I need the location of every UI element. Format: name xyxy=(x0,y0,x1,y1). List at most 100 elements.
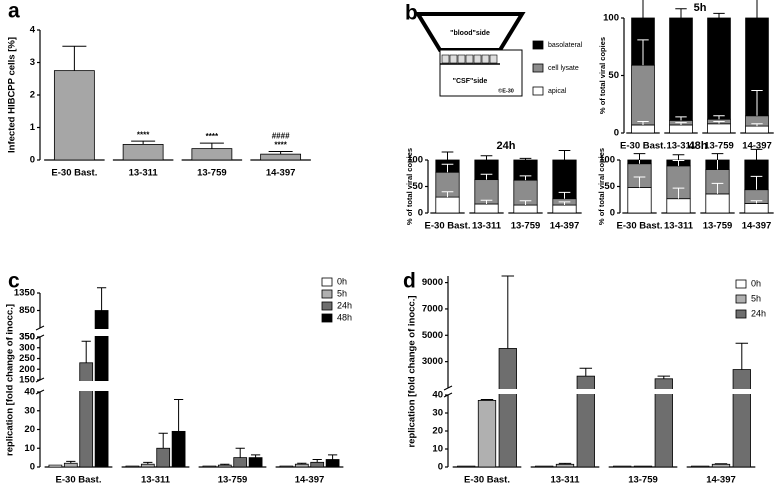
bar xyxy=(156,447,171,468)
axis-break xyxy=(449,389,761,394)
bar xyxy=(171,430,186,468)
error-bar xyxy=(675,122,687,125)
bar xyxy=(294,463,309,468)
y-tick-label: 100 xyxy=(603,13,619,24)
bar xyxy=(260,153,302,161)
error-bar xyxy=(519,200,532,206)
bar xyxy=(125,465,140,468)
significance-label: **** xyxy=(274,141,287,150)
error-bar xyxy=(220,463,230,466)
error-bar xyxy=(199,142,224,149)
y-tick-label: 5000 xyxy=(422,330,443,341)
bar xyxy=(279,465,294,468)
panel-label: d xyxy=(403,270,416,293)
x-tick-label: 14-397 xyxy=(550,221,580,232)
bar xyxy=(202,465,217,468)
x-tick-label: 13-311 xyxy=(550,475,580,486)
transwell-diagram: "blood"side "CSF"side ©E-30 xyxy=(414,12,526,97)
error-bar xyxy=(637,121,649,125)
axis-break-mark xyxy=(35,377,45,395)
legend-swatch xyxy=(532,63,544,73)
significance-label: **** xyxy=(206,132,219,141)
error-bar xyxy=(751,89,763,116)
legend-label: 48h xyxy=(337,312,352,322)
error-bar xyxy=(713,115,725,120)
error-bar xyxy=(714,463,728,465)
legend-label: 0h xyxy=(751,278,761,288)
axis-break xyxy=(41,329,349,336)
y-axis-label: % of total viral copies xyxy=(597,148,606,225)
bar xyxy=(613,465,632,468)
x-tick-label: 14-397 xyxy=(266,168,296,179)
bar xyxy=(310,461,325,468)
y-tick-label: 30 xyxy=(432,408,443,419)
bar-segment xyxy=(627,187,652,214)
bar xyxy=(711,463,731,468)
y-tick-label: 1 xyxy=(30,122,36,133)
legend-label: 24h xyxy=(337,300,352,310)
legend-swatch xyxy=(532,86,544,96)
chart-title: 24h xyxy=(497,140,516,152)
x-tick-label: 13-759 xyxy=(704,141,734,152)
error-bar xyxy=(441,191,454,198)
error-bar xyxy=(675,8,687,18)
error-bar xyxy=(519,157,532,160)
bar xyxy=(248,457,263,468)
y-tick-label: 300 xyxy=(19,342,35,353)
error-bar xyxy=(558,149,571,160)
x-tick-label: 13-311 xyxy=(472,221,502,232)
bar-segment xyxy=(744,203,769,214)
panel-label: b xyxy=(405,2,418,25)
x-tick-label: 14-397 xyxy=(295,475,325,486)
y-tick-label: 20 xyxy=(432,426,443,437)
bar xyxy=(498,348,517,468)
diagram-credit: ©E-30 xyxy=(498,87,514,94)
x-tick-label: 13-311 xyxy=(664,221,694,232)
x-tick-label: 14-397 xyxy=(742,221,772,232)
x-tick-label: E-30 Bast. xyxy=(51,168,97,179)
y-tick-label: 40 xyxy=(24,387,35,398)
bar xyxy=(140,463,155,468)
error-bar xyxy=(633,153,646,160)
y-tick-label: 10 xyxy=(24,443,35,454)
bar xyxy=(122,143,164,161)
bar xyxy=(48,464,63,468)
error-bar xyxy=(480,155,493,160)
y-tick-label: 200 xyxy=(19,364,35,375)
error-bar xyxy=(441,163,454,173)
error-bar xyxy=(672,160,685,166)
error-bar xyxy=(131,140,156,145)
bar xyxy=(325,459,340,468)
error-bar xyxy=(735,342,749,370)
x-tick-label: 13-759 xyxy=(703,221,733,232)
y-tick-label: 100 xyxy=(599,155,615,166)
bar xyxy=(555,463,575,468)
error-bar xyxy=(750,148,763,160)
error-bar xyxy=(143,461,153,465)
y-tick-label: 3000 xyxy=(422,356,443,367)
legend-swatch xyxy=(735,309,747,319)
bar xyxy=(53,70,95,161)
bar xyxy=(457,465,476,468)
error-bar xyxy=(750,175,763,190)
y-tick-label: 30 xyxy=(24,405,35,416)
legend-swatch xyxy=(321,301,333,311)
x-tick-label: E-30 Bast. xyxy=(617,221,663,232)
error-bar xyxy=(756,0,758,18)
error-bar xyxy=(675,116,687,121)
error-bar xyxy=(62,45,87,71)
bar-segment xyxy=(513,204,538,214)
y-tick-label: 9000 xyxy=(422,277,443,288)
bar-segment xyxy=(631,64,655,126)
legend-label: 5h xyxy=(751,293,761,303)
legend-label: cell lysate xyxy=(548,65,579,72)
axis-break-mark xyxy=(35,325,45,340)
bar xyxy=(191,148,233,161)
error-bar xyxy=(268,151,293,155)
bar xyxy=(79,362,94,468)
x-tick-label: 13-759 xyxy=(511,221,541,232)
y-tick-label: 10 xyxy=(432,444,443,455)
error-bar xyxy=(751,123,763,127)
error-bar xyxy=(441,151,454,160)
